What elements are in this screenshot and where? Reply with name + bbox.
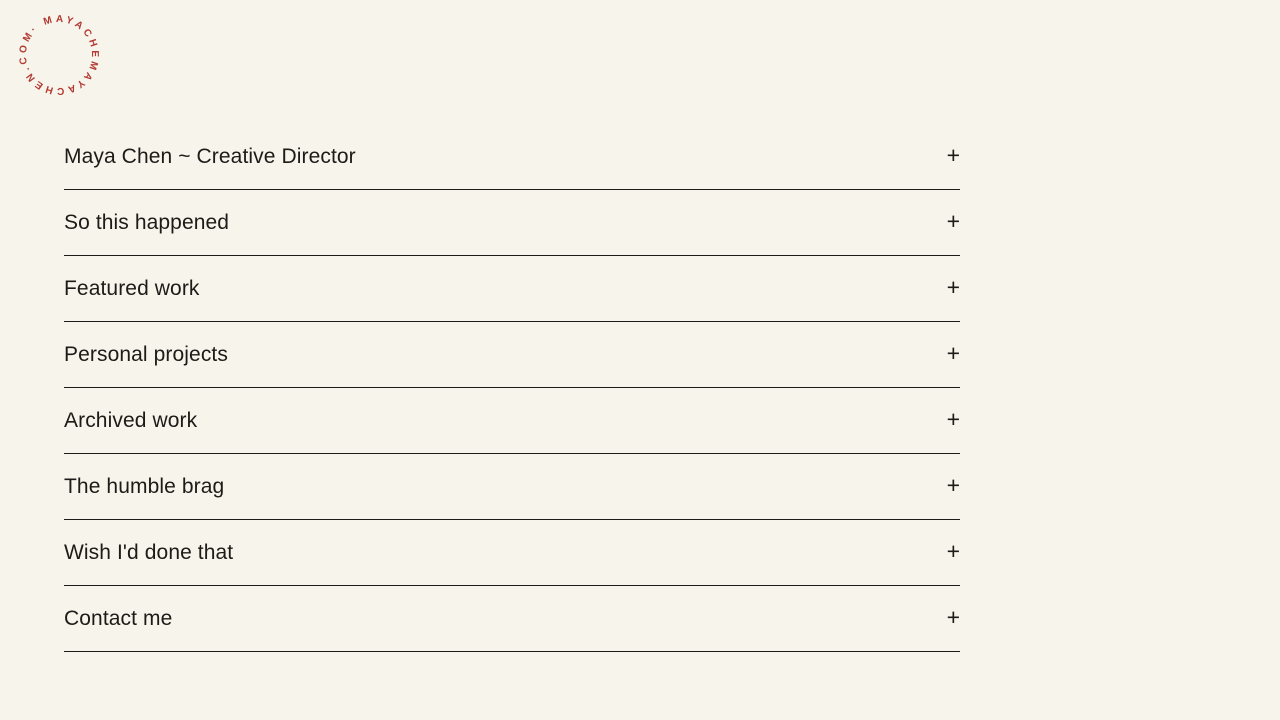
ring-logo-icon: · MAYACHEMAYACHEN.COM [14, 10, 104, 100]
accordion-item-featured-work[interactable]: Featured work + [64, 256, 960, 322]
accordion-item-so-this-happened[interactable]: So this happened + [64, 190, 960, 256]
accordion-item-wish-id-done-that[interactable]: Wish I'd done that + [64, 520, 960, 586]
accordion-menu: Maya Chen ~ Creative Director + So this ha… [64, 124, 960, 652]
plus-icon[interactable]: + [946, 604, 960, 630]
accordion-item-label: Personal projects [64, 342, 228, 366]
plus-icon[interactable]: + [946, 142, 960, 168]
accordion-item-label: The humble brag [64, 474, 225, 498]
accordion-item-maya-chen-creative-director[interactable]: Maya Chen ~ Creative Director + [64, 124, 960, 190]
accordion-item-personal-projects[interactable]: Personal projects + [64, 322, 960, 388]
accordion-item-the-humble-brag[interactable]: The humble brag + [64, 454, 960, 520]
accordion-item-label: Wish I'd done that [64, 540, 234, 564]
plus-icon[interactable]: + [946, 274, 960, 300]
plus-icon[interactable]: + [946, 406, 960, 432]
accordion-item-label: Maya Chen ~ Creative Director [64, 144, 356, 168]
accordion-item-label: Contact me [64, 606, 173, 630]
rotating-logo-badge[interactable]: · MAYACHEMAYACHEN.COM [14, 10, 104, 100]
accordion-item-label: Archived work [64, 408, 198, 432]
plus-icon[interactable]: + [946, 340, 960, 366]
accordion-item-label: So this happened [64, 210, 230, 234]
plus-icon[interactable]: + [946, 472, 960, 498]
svg-text:· MAYACHEMAYACHEN.COM: · MAYACHEMAYACHEN.COM [14, 10, 104, 100]
accordion-item-label: Featured work [64, 276, 200, 300]
accordion-item-archived-work[interactable]: Archived work + [64, 388, 960, 454]
ring-logo-text: · MAYACHEMAYACHEN.COM [14, 10, 104, 100]
accordion-item-contact-me[interactable]: Contact me + [64, 586, 960, 652]
plus-icon[interactable]: + [946, 208, 960, 234]
plus-icon[interactable]: + [946, 538, 960, 564]
